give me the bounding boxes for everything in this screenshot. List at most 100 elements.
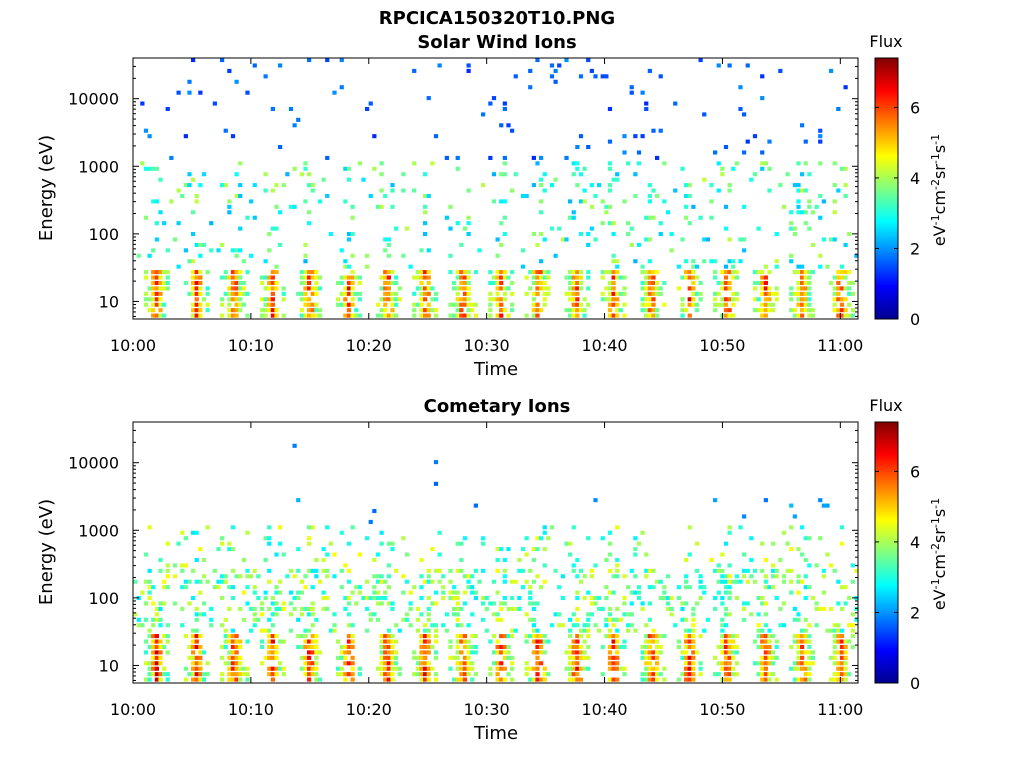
spectrogram-cell: [640, 601, 645, 606]
spectrogram-cell: [763, 286, 768, 291]
spectrogram-cell: [843, 601, 848, 606]
spectrogram-cell: [423, 677, 428, 682]
spectrogram-cell: [542, 672, 547, 677]
spectrogram-cell: [455, 302, 460, 307]
spectrogram-cell: [571, 525, 576, 530]
spectrogram-cell: [227, 606, 232, 611]
spectrogram-cell: [800, 655, 805, 660]
spectrogram-cell: [379, 204, 384, 209]
spectrogram-cell: [586, 612, 591, 617]
spectrogram-cell: [528, 666, 533, 671]
spectrogram-cell: [575, 270, 580, 275]
spectrogram-cell: [346, 612, 352, 617]
spectrogram-cell: [281, 286, 286, 291]
spectrogram-cell: [278, 579, 283, 584]
spectrogram-cell: [575, 308, 580, 313]
spectrogram-cell: [727, 525, 732, 530]
spectrogram-cell: [455, 639, 460, 644]
spectrogram-cell: [513, 628, 518, 633]
spectrogram-cell: [433, 460, 439, 465]
spectrogram-cell: [742, 552, 747, 557]
spectrogram-cell: [162, 313, 167, 318]
spectrogram-cell: [426, 596, 431, 601]
spectrogram-cell: [836, 650, 841, 655]
spectrogram-cell: [575, 302, 580, 307]
spectrogram-cell: [665, 601, 671, 606]
spectrogram-cell: [234, 79, 239, 84]
spectrogram-cell: [390, 601, 395, 606]
spectrogram-cell: [727, 188, 732, 193]
spectrogram-cell: [307, 172, 312, 177]
spectrogram-cell: [147, 628, 152, 633]
spectrogram-cell: [589, 568, 594, 573]
spectrogram-cell: [818, 134, 823, 139]
spectrogram-cell: [314, 286, 319, 291]
spectrogram-cell: [274, 666, 279, 671]
spectrogram-cell: [441, 585, 446, 590]
spectrogram-cell: [310, 644, 315, 650]
spectrogram-cell: [506, 547, 511, 552]
spectrogram-cell: [542, 579, 547, 584]
spectrogram-cell: [568, 661, 573, 666]
spectrogram-cell: [767, 308, 772, 313]
spectrogram-cell: [607, 666, 613, 671]
spectrogram-cell: [807, 313, 812, 318]
spectrogram-cell: [238, 661, 243, 666]
spectrogram-cell: [433, 308, 439, 313]
spectrogram-cell: [191, 286, 196, 291]
spectrogram-cell: [419, 297, 424, 302]
spectrogram-cell: [756, 270, 761, 275]
spectrogram-cell: [430, 644, 435, 650]
spectrogram-cell: [651, 639, 656, 644]
spectrogram-cell: [839, 650, 845, 655]
spectrogram-cell: [299, 291, 304, 296]
y-axis-label: Energy (eV): [36, 499, 57, 605]
spectrogram-cell: [702, 237, 707, 242]
spectrogram-cell: [165, 623, 170, 628]
spectrogram-cell: [539, 585, 544, 590]
spectrogram-cell: [314, 291, 319, 296]
spectrogram-cell: [234, 270, 239, 275]
spectrogram-cell: [658, 128, 663, 133]
spectrogram-cell: [564, 58, 569, 63]
spectrogram-cell: [491, 280, 497, 286]
spectrogram-cell: [419, 666, 424, 671]
spectrogram-cell: [531, 313, 536, 318]
colorbar-tick-label: 2: [910, 239, 920, 258]
spectrogram-cell: [531, 634, 536, 639]
spectrogram-cell: [760, 313, 765, 318]
spectrogram-cell: [763, 313, 768, 318]
spectrogram-cell: [513, 172, 518, 177]
spectrogram-cell: [267, 280, 272, 286]
spectrogram-cell: [564, 666, 569, 671]
spectrogram-cell: [611, 617, 616, 622]
spectrogram-cell: [263, 172, 268, 177]
spectrogram-cell: [607, 568, 613, 573]
spectrogram-cell: [198, 612, 203, 617]
spectrogram-cell: [495, 677, 500, 682]
spectrogram-cell: [510, 634, 515, 639]
spectrogram-cell: [455, 612, 460, 617]
spectrogram-cell: [230, 639, 236, 644]
spectrogram-cell: [607, 270, 613, 275]
spectrogram-cell: [350, 215, 355, 220]
spectrogram-cell: [575, 557, 580, 563]
spectrogram-cell: [723, 541, 729, 546]
spectrogram-cell: [618, 291, 623, 296]
spectrogram-cell: [151, 585, 156, 590]
spectrogram-cell: [575, 291, 580, 296]
spectrogram-cell: [346, 672, 352, 677]
spectrogram-cell: [796, 183, 801, 188]
spectrogram-cell: [495, 661, 500, 666]
spectrogram-cell: [455, 568, 460, 573]
spectrogram-cell: [223, 183, 228, 188]
spectrogram-cell: [680, 166, 685, 171]
spectrogram-cell: [568, 270, 573, 275]
spectrogram-cell: [789, 291, 794, 296]
spectrogram-cell: [151, 639, 156, 644]
spectrogram-cell: [495, 666, 500, 671]
spectrogram-cell: [227, 313, 232, 318]
spectrogram-cell: [183, 585, 188, 590]
spectrogram-cell: [433, 655, 439, 660]
spectrogram-cell: [263, 259, 268, 264]
